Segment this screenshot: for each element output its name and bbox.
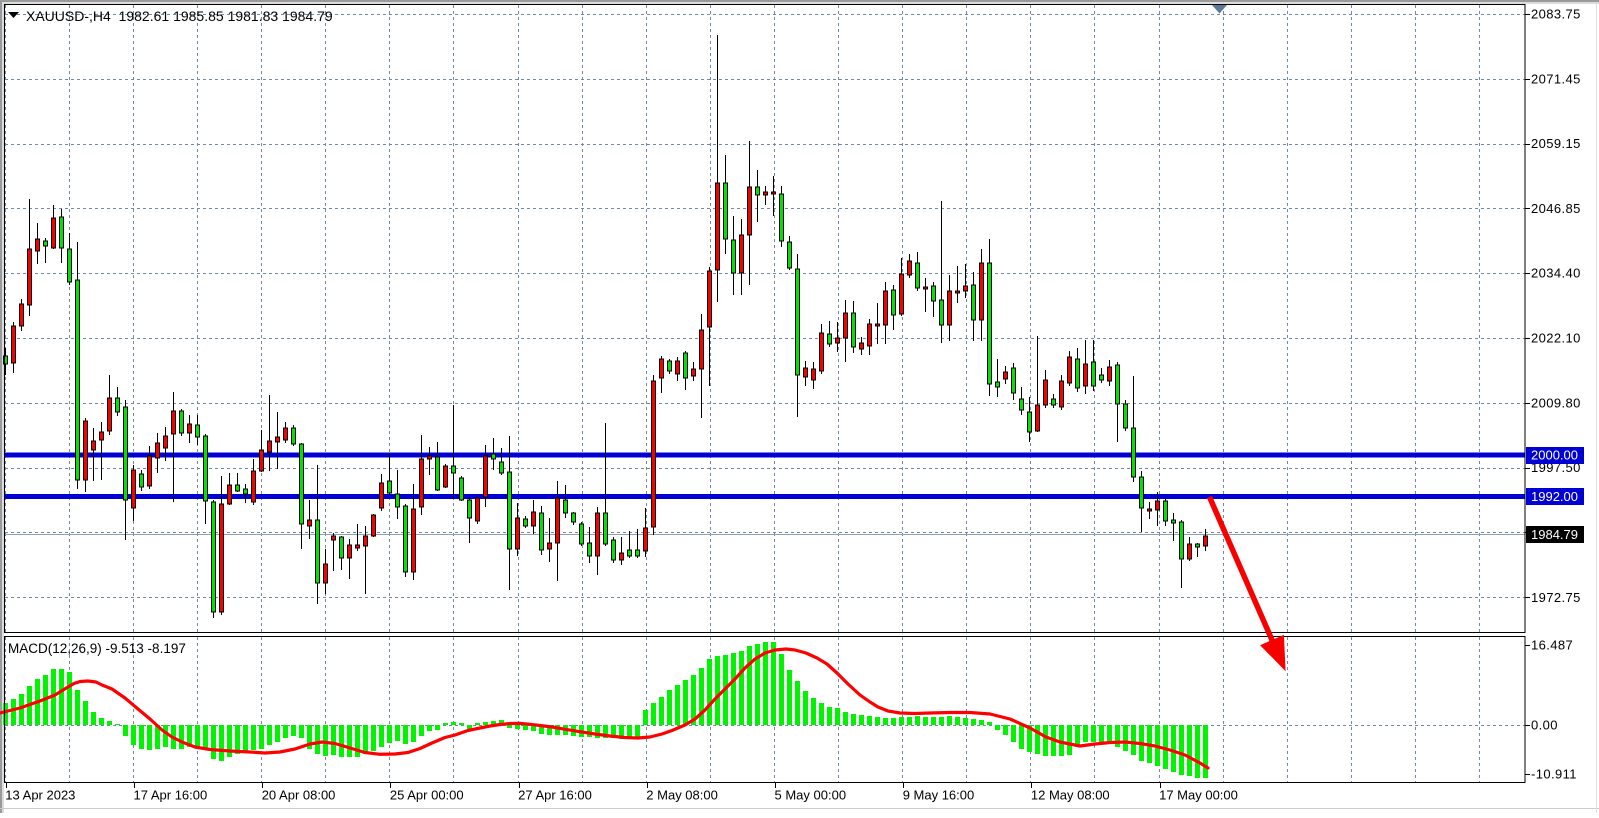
svg-text:MACD(12,26,9) -9.513 -8.197: MACD(12,26,9) -9.513 -8.197 [8,641,186,656]
svg-text:17 May 00:00: 17 May 00:00 [1159,788,1238,803]
svg-text:2 May 08:00: 2 May 08:00 [646,788,718,803]
svg-text:13 Apr 2023: 13 Apr 2023 [5,788,75,803]
svg-text:1992.00: 1992.00 [1531,489,1578,504]
svg-text:16.487: 16.487 [1531,638,1573,653]
svg-text:2009.80: 2009.80 [1531,395,1581,410]
svg-text:2071.45: 2071.45 [1531,71,1581,86]
svg-text:5 May 00:00: 5 May 00:00 [775,788,847,803]
svg-text:0.00: 0.00 [1531,718,1558,733]
svg-text:1972.75: 1972.75 [1531,590,1581,605]
svg-text:XAUUSD-,H4 1982.61 1985.85 19: XAUUSD-,H4 1982.61 1985.85 1981.83 1984.… [26,8,333,24]
svg-text:12 May 08:00: 12 May 08:00 [1031,788,1110,803]
svg-text:2046.85: 2046.85 [1531,201,1581,216]
svg-text:-10.911: -10.911 [1531,767,1577,782]
svg-text:25 Apr 00:00: 25 Apr 00:00 [390,788,464,803]
svg-text:2034.40: 2034.40 [1531,266,1581,281]
svg-text:2000.00: 2000.00 [1531,448,1578,463]
svg-text:9 May 16:00: 9 May 16:00 [903,788,975,803]
svg-text:20 Apr 08:00: 20 Apr 08:00 [262,788,336,803]
svg-text:17 Apr 16:00: 17 Apr 16:00 [134,788,208,803]
svg-text:2083.75: 2083.75 [1531,7,1581,22]
svg-text:1984.79: 1984.79 [1531,527,1578,542]
svg-text:2022.10: 2022.10 [1531,331,1581,346]
svg-text:27 Apr 16:00: 27 Apr 16:00 [518,788,592,803]
svg-text:2059.15: 2059.15 [1531,136,1581,151]
